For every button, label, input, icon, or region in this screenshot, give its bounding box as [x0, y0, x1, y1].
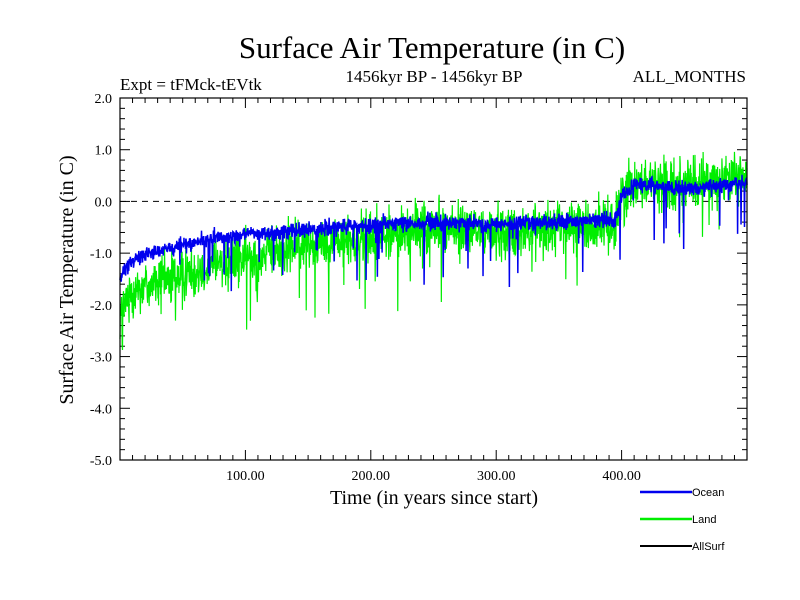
period-label: 1456kyr BP - 1456kyr BP [346, 67, 523, 86]
legend-ocean-label: Ocean [692, 487, 724, 499]
x-axis-ticks: 100.00 200.00 300.00 400.00 [132, 98, 735, 484]
months-label: ALL_MONTHS [633, 67, 746, 86]
y-tick-label: 2.0 [95, 92, 113, 107]
legend-allsurf-label: AllSurf [692, 541, 725, 553]
x-tick-label: 100.00 [226, 469, 265, 484]
series-ocean-line [119, 174, 748, 292]
x-tick-label: 200.00 [352, 469, 391, 484]
x-tick-label: 300.00 [477, 469, 516, 484]
y-axis-title: Surface Air Temperature (in C) [56, 155, 78, 404]
plot-frame [119, 97, 748, 461]
y-tick-label: -2.0 [90, 299, 112, 314]
y-tick-label: -3.0 [90, 351, 112, 366]
x-axis-title: Time (in years since start) [330, 487, 538, 509]
y-tick-label: -4.0 [90, 402, 112, 417]
y-tick-label: 0.0 [95, 195, 113, 210]
y-tick-label: -5.0 [90, 454, 112, 469]
x-tick-label: 400.00 [602, 469, 641, 484]
chart-title: Surface Air Temperature (in C) [239, 30, 625, 65]
legend: Ocean Land AllSurf [640, 487, 725, 553]
legend-land-label: Land [692, 514, 716, 526]
experiment-label: Expt = tFMck-tEVtk [120, 75, 262, 94]
y-axis-ticks: -5.0 -4.0 -3.0 -2.0 -1.0 0.0 1.0 2.0 [90, 92, 747, 469]
y-tick-label: 1.0 [95, 144, 113, 159]
y-tick-label: -1.0 [90, 247, 112, 262]
